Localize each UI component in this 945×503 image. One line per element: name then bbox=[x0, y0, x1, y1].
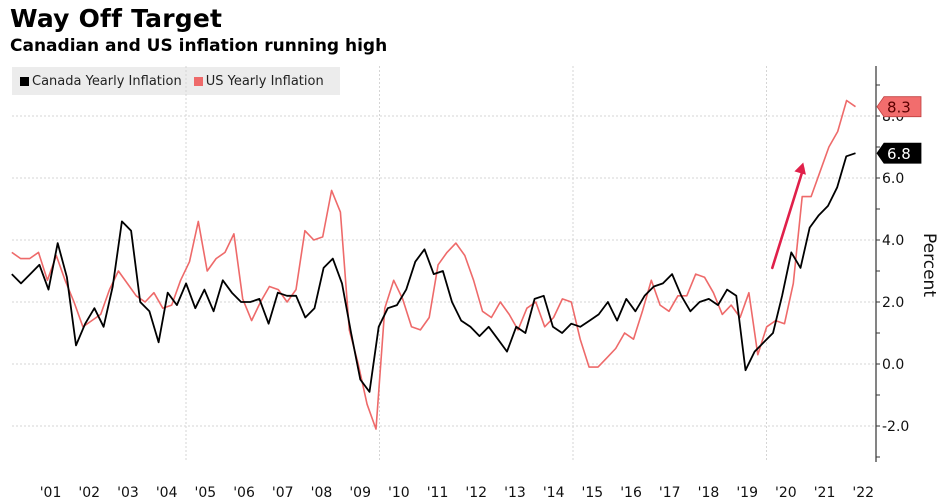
y-tick-label: -2.0 bbox=[882, 419, 909, 435]
us-series-line bbox=[11, 99, 856, 430]
x-tick-label: '22 bbox=[852, 485, 874, 501]
legend-swatch-canada bbox=[20, 76, 29, 86]
chart-title: Way Off Target bbox=[10, 4, 223, 33]
y-tick-label: 4.0 bbox=[882, 233, 904, 249]
annotations bbox=[771, 162, 806, 270]
x-tick-label: '02 bbox=[78, 485, 100, 501]
x-tick-label: '01 bbox=[40, 485, 62, 501]
y-tick-label: 0.0 bbox=[882, 357, 904, 373]
x-tick-label: '11 bbox=[427, 485, 449, 501]
legend-swatch-us bbox=[193, 76, 203, 86]
x-axis-labels: '01 '02 '03 '04 '05 '06 '07 '08 '09 '10 '11 '12 '13 '… bbox=[40, 485, 874, 501]
legend-label-canada: Canada Yearly Inflation bbox=[32, 73, 182, 89]
x-tick-label: '12 bbox=[465, 485, 487, 501]
x-tick-label: '13 bbox=[504, 485, 526, 501]
canada-last-value-tag-text: 6.8 bbox=[887, 145, 911, 163]
legend-item-us: US Yearly Inflation bbox=[193, 73, 324, 89]
y-axis-title: Percent bbox=[919, 233, 939, 297]
us-last-value-tag-box bbox=[876, 96, 922, 118]
legend: Canada Yearly Inflation US Yearly Inflat… bbox=[12, 67, 340, 95]
x-tick-label: '18 bbox=[698, 485, 720, 501]
us-last-value-tag: 8.3 bbox=[876, 96, 922, 118]
x-tick-label: '19 bbox=[736, 485, 758, 501]
y-tick-label: 2.0 bbox=[882, 295, 904, 311]
legend-label-us: US Yearly Inflation bbox=[205, 73, 324, 89]
value-tags: 8.3 6.8 bbox=[876, 96, 922, 164]
y-axis: -2.00.02.04.06.08.0 bbox=[875, 66, 909, 462]
x-tick-label: '04 bbox=[156, 485, 178, 501]
x-tick-label: '09 bbox=[349, 485, 371, 501]
x-tick-label: '10 bbox=[388, 485, 410, 501]
gridlines bbox=[12, 66, 876, 462]
x-tick-label: '05 bbox=[195, 485, 217, 501]
y-tick-label: 6.0 bbox=[882, 171, 904, 187]
legend-item-canada: Canada Yearly Inflation bbox=[20, 74, 182, 89]
x-tick-label: '03 bbox=[117, 485, 139, 501]
x-tick-label: '06 bbox=[233, 485, 255, 501]
x-tick-label: '21 bbox=[814, 485, 836, 501]
canada-series-line bbox=[11, 152, 856, 393]
canada-last-value-tag-box bbox=[876, 142, 922, 164]
chart-subtitle: Canadian and US inflation running high bbox=[10, 36, 388, 56]
canada-last-value-tag: 6.8 bbox=[876, 142, 922, 164]
x-tick-label: '16 bbox=[620, 485, 642, 501]
x-tick-label: '17 bbox=[659, 485, 681, 501]
arrow-shaft bbox=[771, 167, 805, 270]
x-tick-label: '15 bbox=[582, 485, 604, 501]
x-tick-label: '08 bbox=[311, 485, 333, 501]
x-tick-label: '14 bbox=[543, 485, 565, 501]
us-last-value-tag-text: 8.3 bbox=[887, 99, 911, 117]
series-lines bbox=[11, 99, 856, 430]
x-tick-label: '20 bbox=[775, 485, 797, 501]
arrow-head bbox=[794, 162, 806, 175]
x-tick-label: '07 bbox=[272, 485, 294, 501]
